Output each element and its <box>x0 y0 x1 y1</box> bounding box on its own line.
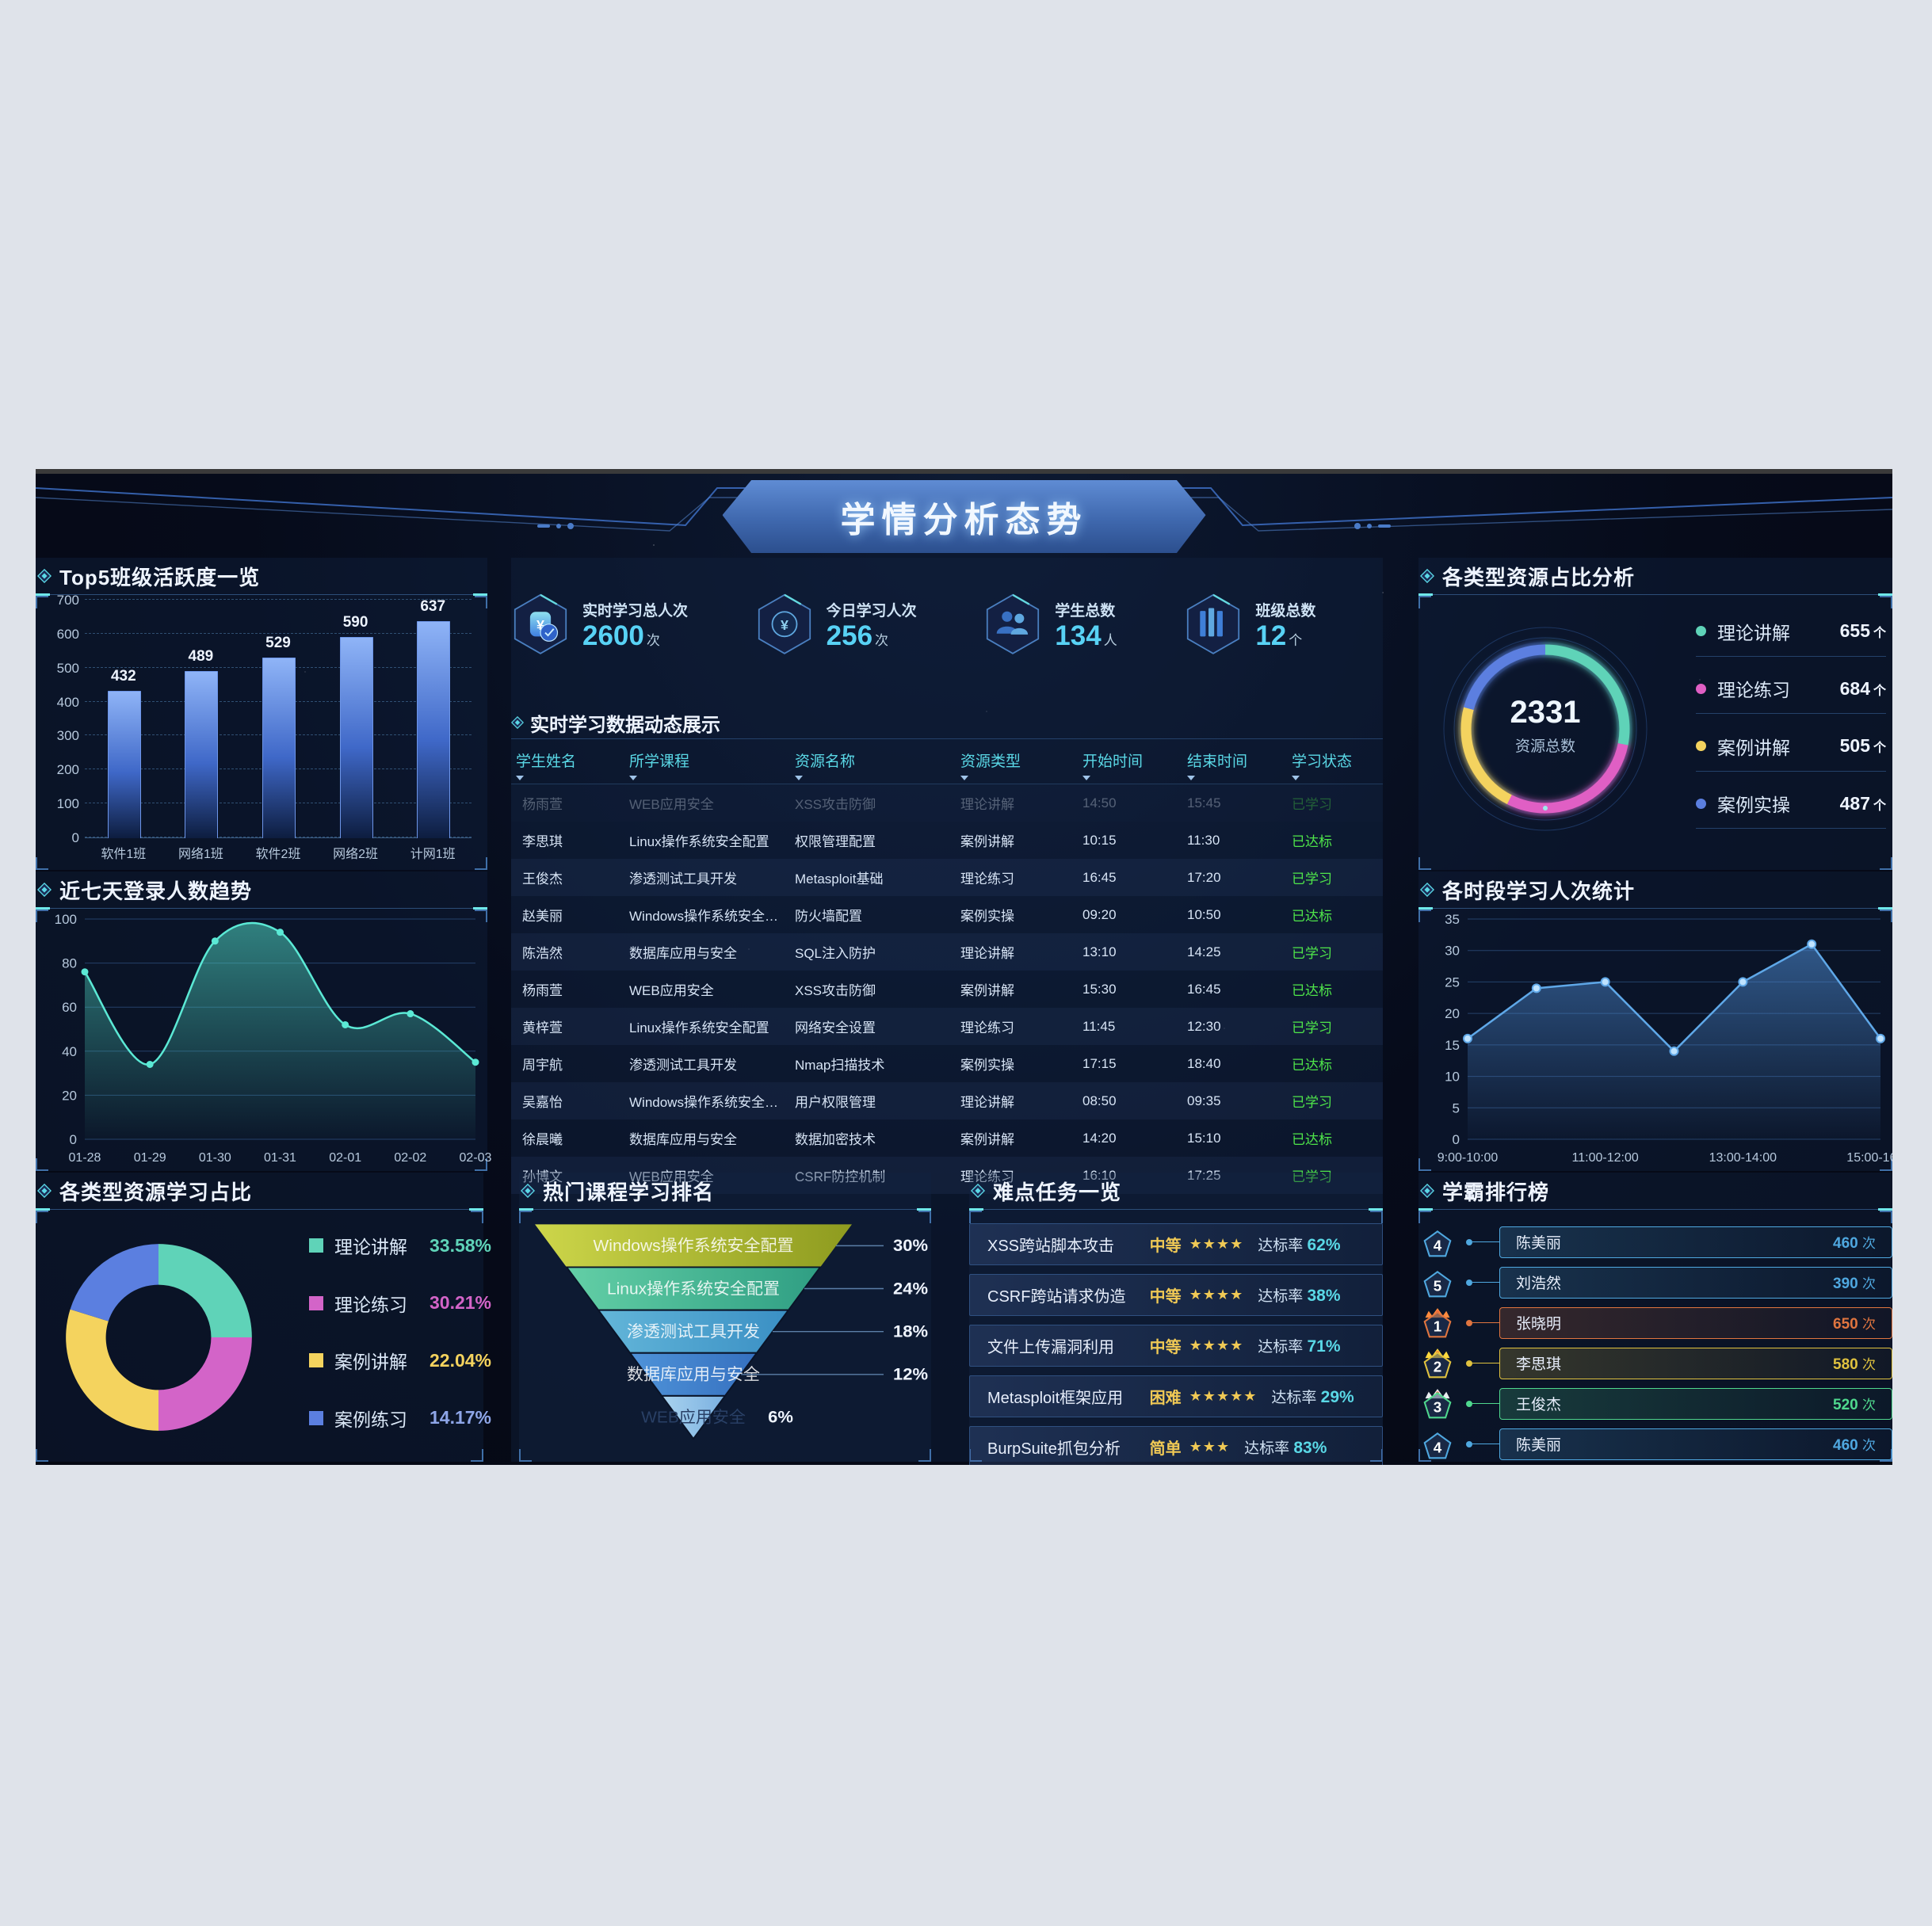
svg-text:渗透测试工具开发: 渗透测试工具开发 <box>627 1323 760 1341</box>
svg-text:¥: ¥ <box>781 617 788 633</box>
svg-text:2331: 2331 <box>1510 695 1581 730</box>
svg-text:02-03: 02-03 <box>460 1151 492 1165</box>
svg-text:5: 5 <box>1453 1100 1460 1116</box>
svg-text:15: 15 <box>1445 1038 1460 1053</box>
svg-text:10: 10 <box>1445 1070 1460 1085</box>
svg-text:80: 80 <box>62 956 77 971</box>
svg-text:01-28: 01-28 <box>69 1151 101 1165</box>
svg-text:4: 4 <box>1434 1237 1442 1253</box>
svg-text:0: 0 <box>1453 1132 1460 1147</box>
svg-text:3: 3 <box>1434 1398 1441 1415</box>
svg-text:13:00-14:00: 13:00-14:00 <box>1709 1151 1777 1165</box>
svg-text:Linux操作系统安全配置: Linux操作系统安全配置 <box>607 1280 780 1299</box>
svg-text:18%: 18% <box>893 1322 928 1341</box>
svg-text:6%: 6% <box>768 1407 793 1427</box>
svg-text:02-01: 02-01 <box>329 1151 361 1165</box>
svg-text:100: 100 <box>55 912 77 927</box>
svg-text:01-29: 01-29 <box>134 1151 166 1165</box>
svg-text:35: 35 <box>1445 912 1460 927</box>
svg-text:02-02: 02-02 <box>394 1151 426 1165</box>
svg-text:30%: 30% <box>893 1236 928 1256</box>
svg-text:12%: 12% <box>893 1364 928 1384</box>
svg-text:数据库应用与安全: 数据库应用与安全 <box>627 1366 760 1384</box>
svg-text:9:00-10:00: 9:00-10:00 <box>1438 1151 1499 1165</box>
svg-text:Windows操作系统安全配置: Windows操作系统安全配置 <box>593 1237 793 1255</box>
svg-text:20: 20 <box>1445 1006 1460 1021</box>
svg-text:30: 30 <box>1445 944 1460 959</box>
svg-text:20: 20 <box>62 1088 77 1103</box>
svg-text:4: 4 <box>1434 1439 1442 1455</box>
svg-text:15:00-16:00: 15:00-16:00 <box>1846 1151 1892 1165</box>
svg-text:0: 0 <box>70 1132 77 1147</box>
svg-text:25: 25 <box>1445 974 1460 990</box>
svg-text:5: 5 <box>1434 1277 1441 1294</box>
svg-text:01-30: 01-30 <box>199 1151 231 1165</box>
svg-text:11:00-12:00: 11:00-12:00 <box>1572 1151 1639 1165</box>
svg-text:24%: 24% <box>893 1279 928 1299</box>
svg-text:WEB应用安全: WEB应用安全 <box>641 1409 746 1427</box>
svg-text:60: 60 <box>62 1000 77 1015</box>
svg-text:资源总数: 资源总数 <box>1515 738 1575 755</box>
svg-text:1: 1 <box>1434 1318 1441 1334</box>
svg-text:2: 2 <box>1434 1358 1441 1375</box>
svg-text:40: 40 <box>62 1044 77 1059</box>
svg-text:01-31: 01-31 <box>264 1151 296 1165</box>
